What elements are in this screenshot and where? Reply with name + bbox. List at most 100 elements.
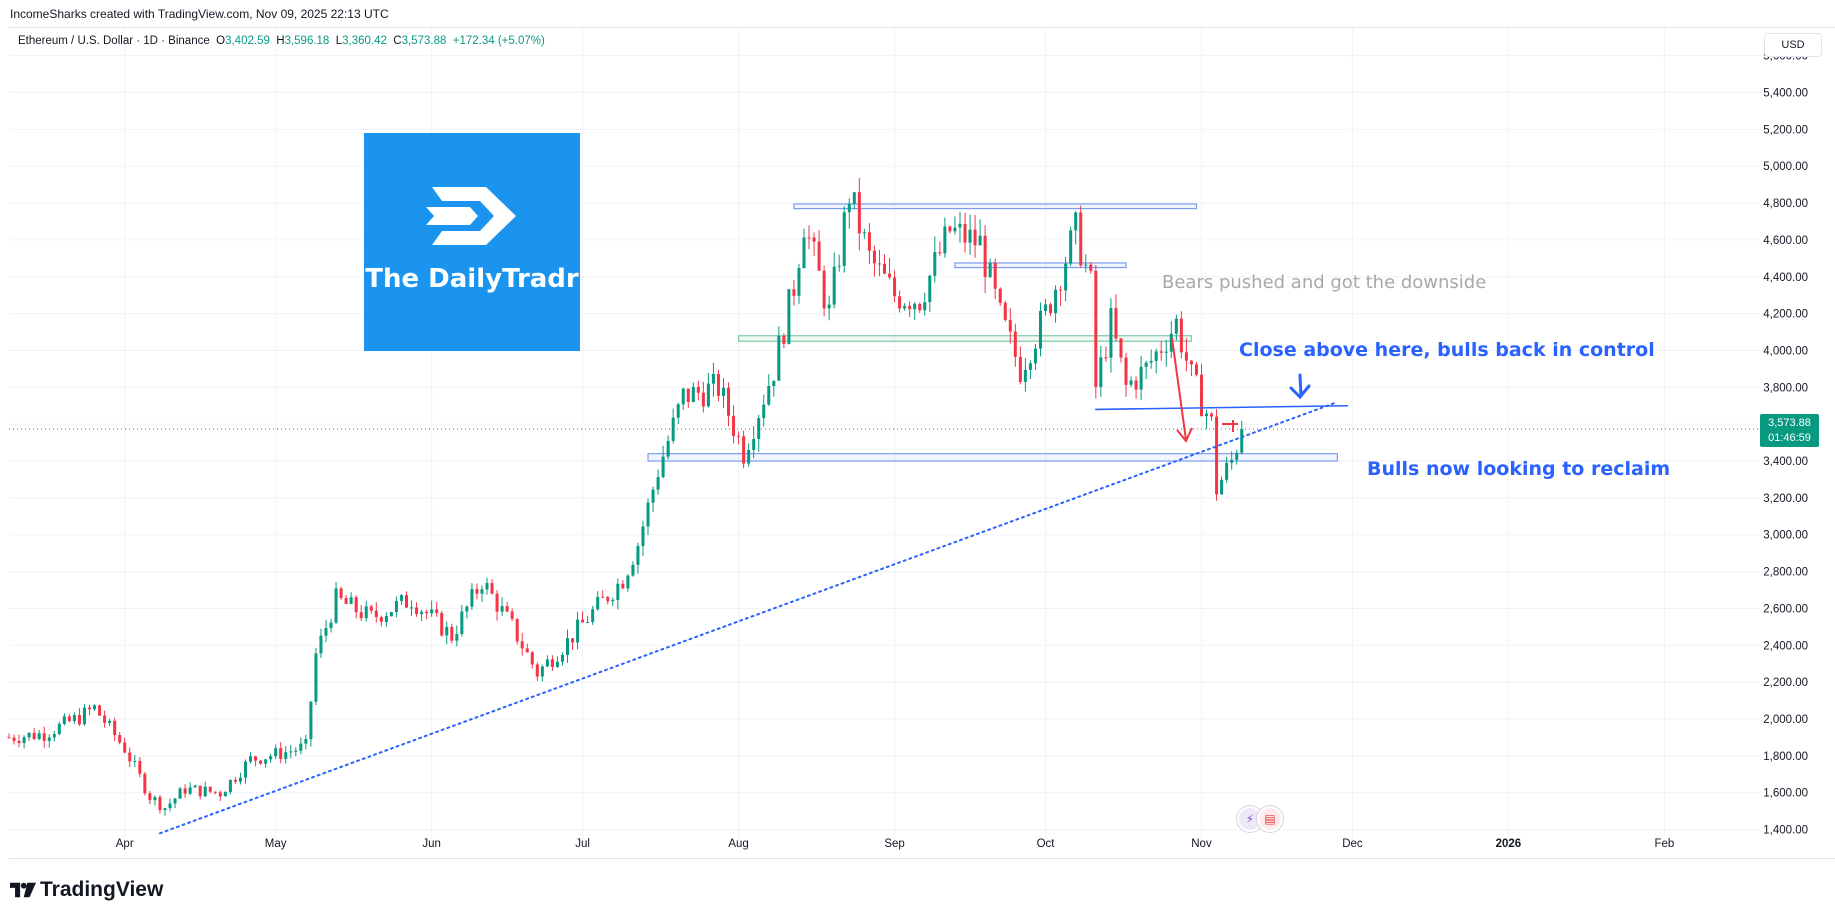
candle-body bbox=[1124, 357, 1128, 385]
candle-body bbox=[1008, 319, 1012, 332]
time-tick-label: Jul bbox=[575, 838, 590, 850]
annotation-bears: Bears pushed and got the downside bbox=[1162, 272, 1487, 293]
candle-body bbox=[787, 289, 791, 344]
candle-body bbox=[616, 583, 620, 600]
candle-body bbox=[404, 595, 409, 608]
candle-body bbox=[1023, 369, 1027, 382]
symbol-legend: Ethereum / U.S. Dollar · 1D · Binance O3… bbox=[18, 35, 545, 47]
candle-body bbox=[545, 659, 549, 667]
candle-body bbox=[470, 589, 474, 607]
candle-body bbox=[319, 635, 323, 654]
price-tick-label: 1,400.00 bbox=[1763, 825, 1808, 837]
candle-body bbox=[1189, 360, 1193, 365]
candle-body bbox=[1240, 428, 1244, 453]
candle-body bbox=[842, 212, 846, 266]
trendlines bbox=[158, 401, 1349, 835]
candle-body bbox=[1159, 351, 1163, 353]
candle-body bbox=[918, 303, 922, 311]
candle-body bbox=[1134, 380, 1138, 390]
candle-body bbox=[943, 226, 947, 254]
candle-body bbox=[1210, 413, 1214, 417]
candle-body bbox=[872, 250, 876, 264]
candle-body bbox=[238, 777, 242, 782]
candle-body bbox=[797, 268, 801, 296]
price-zone bbox=[737, 335, 1193, 342]
candle-body bbox=[1033, 348, 1037, 364]
price-tick-label: 2,200.00 bbox=[1763, 677, 1808, 689]
candle-body bbox=[782, 335, 786, 344]
candle-body bbox=[98, 705, 102, 716]
candle-body bbox=[817, 241, 821, 271]
candle-body bbox=[711, 373, 715, 384]
candle-body bbox=[480, 589, 484, 594]
candle-body bbox=[772, 380, 776, 387]
candle-body bbox=[898, 296, 902, 309]
candle-body bbox=[510, 611, 514, 619]
candle-body bbox=[752, 438, 756, 450]
candle-body bbox=[1199, 374, 1204, 417]
price-tick-label: 4,400.00 bbox=[1763, 272, 1808, 284]
candlesticks bbox=[7, 177, 1244, 816]
price-axis[interactable]: 1,400.00 1,600.00 1,800.00 2,000.00 2,200.00… bbox=[1763, 51, 1808, 837]
candle-body bbox=[525, 648, 529, 653]
legend-symbol[interactable]: Ethereum / U.S. Dollar · 1D · Binance bbox=[18, 35, 210, 47]
candle-body bbox=[893, 277, 897, 297]
time-tick-label: 2026 bbox=[1496, 838, 1522, 850]
candle-body bbox=[1184, 352, 1188, 361]
candle-body bbox=[973, 229, 977, 246]
red-hook-icon bbox=[1222, 420, 1238, 432]
candle-body bbox=[1104, 357, 1108, 359]
time-tick-label: Nov bbox=[1191, 838, 1212, 850]
candle-body bbox=[631, 564, 635, 576]
legend-high-label: H bbox=[276, 35, 285, 47]
candle-body bbox=[1069, 230, 1073, 264]
candle-body bbox=[601, 596, 605, 598]
candle-body bbox=[57, 723, 61, 735]
candle-body bbox=[1074, 212, 1078, 231]
candle-body bbox=[128, 752, 132, 762]
price-tick-label: 3,400.00 bbox=[1763, 456, 1808, 468]
candle-body bbox=[837, 265, 841, 267]
candle-body bbox=[721, 387, 725, 396]
legend-close-label: C bbox=[393, 35, 402, 47]
candle-body bbox=[742, 436, 746, 464]
candle-body bbox=[1205, 413, 1209, 417]
candle-body bbox=[460, 611, 464, 634]
candle-body bbox=[500, 606, 504, 612]
candle-body bbox=[706, 383, 710, 407]
currency-selector[interactable]: USD bbox=[1764, 33, 1822, 57]
candle-body bbox=[62, 716, 66, 724]
price-tick-label: 5,200.00 bbox=[1763, 124, 1808, 136]
economic-events[interactable]: ⚡ ▤ bbox=[1237, 806, 1283, 832]
candle-body bbox=[555, 661, 559, 667]
price-tick-label: 5,000.00 bbox=[1763, 161, 1808, 173]
tradingview-brand[interactable]: TradingView bbox=[10, 878, 163, 902]
candle-body bbox=[1089, 264, 1093, 271]
chart-frame bbox=[9, 27, 1835, 859]
candle-body bbox=[882, 263, 887, 274]
price-tick-label: 2,600.00 bbox=[1763, 603, 1808, 615]
candle-body bbox=[968, 229, 972, 243]
candle-body bbox=[22, 737, 26, 744]
candle-body bbox=[279, 748, 283, 759]
time-axis[interactable]: Apr May Jun Jul Aug Sep Oct Nov Dec 2026 Feb bbox=[116, 838, 1675, 850]
grid bbox=[9, 28, 1760, 848]
candle-body bbox=[158, 797, 162, 811]
us-flag-event-icon[interactable]: ▤ bbox=[1257, 806, 1283, 832]
tradingview-logo-icon bbox=[10, 882, 36, 898]
candle-body bbox=[1013, 331, 1017, 357]
candle-body bbox=[27, 732, 31, 738]
annotation-bulls-reclaim: Bulls now looking to reclaim bbox=[1367, 458, 1671, 480]
candle-body bbox=[1003, 302, 1007, 320]
candle-body bbox=[847, 203, 851, 213]
candle-body bbox=[490, 583, 494, 594]
candle-body bbox=[168, 803, 172, 809]
candle-body bbox=[661, 456, 665, 478]
candle-body bbox=[686, 388, 690, 402]
candle-body bbox=[228, 779, 232, 793]
candle-body bbox=[621, 583, 625, 589]
candle-body bbox=[485, 583, 489, 590]
candle-body bbox=[259, 760, 263, 764]
candle-body bbox=[988, 262, 992, 278]
